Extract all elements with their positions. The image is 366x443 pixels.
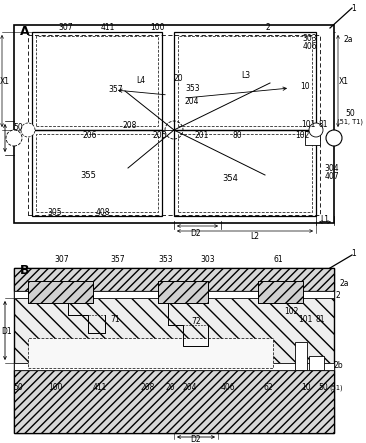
Bar [14, 25, 334, 223]
Text: 303: 303 [303, 34, 317, 43]
Text: 406: 406 [303, 42, 317, 51]
Text: 102: 102 [284, 307, 298, 315]
Text: 101: 101 [298, 315, 312, 323]
Bar [14, 268, 334, 291]
Text: D2: D2 [191, 229, 201, 237]
Text: 304: 304 [325, 163, 339, 172]
Text: 50: 50 [13, 123, 23, 132]
Text: 406: 406 [221, 384, 235, 392]
Text: 357: 357 [109, 85, 123, 93]
Bar [258, 281, 303, 303]
Bar [28, 35, 320, 215]
Text: 204: 204 [185, 97, 199, 105]
Text: D2: D2 [191, 435, 201, 443]
Text: L2: L2 [250, 232, 259, 241]
Text: 50: 50 [345, 109, 355, 117]
Bar [14, 291, 334, 298]
Text: 353: 353 [186, 83, 200, 93]
Text: 411: 411 [101, 23, 115, 31]
Bar [36, 134, 158, 212]
Text: 1: 1 [352, 4, 356, 12]
Bar [14, 268, 334, 291]
Bar [14, 363, 334, 370]
Text: L3: L3 [242, 70, 251, 79]
Text: 62: 62 [263, 384, 273, 392]
Text: 305: 305 [48, 207, 62, 217]
Text: 204: 204 [183, 384, 197, 392]
Text: 408: 408 [96, 207, 110, 217]
Bar [14, 298, 334, 363]
Bar [32, 130, 162, 216]
Text: 100: 100 [48, 384, 62, 392]
Circle shape [326, 130, 342, 146]
Text: B: B [20, 264, 30, 276]
Bar [28, 281, 93, 303]
Text: 50: 50 [318, 384, 328, 392]
Bar [309, 356, 324, 370]
Text: 357: 357 [111, 256, 125, 264]
Text: 72: 72 [191, 316, 201, 326]
Text: 10: 10 [301, 384, 311, 392]
Text: 20: 20 [165, 384, 175, 392]
Text: 2: 2 [336, 291, 340, 299]
Text: 10: 10 [300, 82, 310, 90]
Circle shape [21, 123, 35, 137]
Text: 2a: 2a [339, 279, 349, 288]
Bar [158, 281, 208, 303]
Bar [174, 32, 316, 130]
Text: 407: 407 [325, 171, 339, 180]
Bar [28, 281, 93, 303]
Text: 61: 61 [273, 256, 283, 264]
Text: 2b: 2b [333, 361, 343, 370]
Bar [36, 36, 158, 126]
Bar [14, 298, 334, 363]
Text: 307: 307 [55, 256, 69, 264]
Text: 208: 208 [123, 120, 137, 129]
Text: 208: 208 [141, 384, 155, 392]
Text: 81: 81 [318, 120, 328, 128]
Text: 201: 201 [195, 131, 209, 140]
Bar [258, 281, 303, 303]
Bar [305, 131, 320, 145]
Text: 307: 307 [59, 23, 73, 31]
Text: L4: L4 [137, 75, 146, 85]
Bar [178, 134, 312, 212]
Text: 100: 100 [150, 23, 164, 31]
Text: 81: 81 [315, 315, 325, 323]
Text: L1: L1 [321, 214, 329, 224]
Bar [295, 342, 307, 370]
Bar [14, 370, 334, 433]
Text: 355: 355 [80, 171, 96, 179]
Text: 206: 206 [83, 131, 97, 140]
Bar [14, 370, 334, 433]
Circle shape [6, 130, 22, 146]
Bar [28, 338, 273, 368]
Bar [32, 32, 162, 130]
Text: 80: 80 [232, 131, 242, 140]
Text: A: A [20, 24, 30, 38]
Text: 411: 411 [93, 384, 107, 392]
Text: 2a: 2a [343, 35, 353, 43]
Text: 1: 1 [352, 249, 356, 257]
Bar [14, 268, 334, 433]
Text: 354: 354 [222, 174, 238, 183]
Text: 353: 353 [159, 256, 173, 264]
Text: 102: 102 [295, 131, 309, 140]
Bar [178, 36, 312, 126]
Text: 20: 20 [173, 74, 183, 82]
Text: X1: X1 [339, 77, 349, 85]
Text: 71: 71 [110, 315, 120, 323]
Text: 50: 50 [13, 384, 23, 392]
Text: (51, T1): (51, T1) [337, 119, 363, 125]
Text: (51): (51) [329, 385, 343, 391]
Bar [158, 281, 208, 303]
Text: 2: 2 [266, 23, 270, 31]
Text: D1: D1 [2, 326, 12, 335]
Bar [174, 130, 316, 216]
Text: 205: 205 [153, 131, 167, 140]
Text: 303: 303 [201, 256, 215, 264]
Circle shape [309, 123, 323, 137]
Text: 101: 101 [301, 120, 315, 128]
Text: X1: X1 [0, 77, 10, 85]
